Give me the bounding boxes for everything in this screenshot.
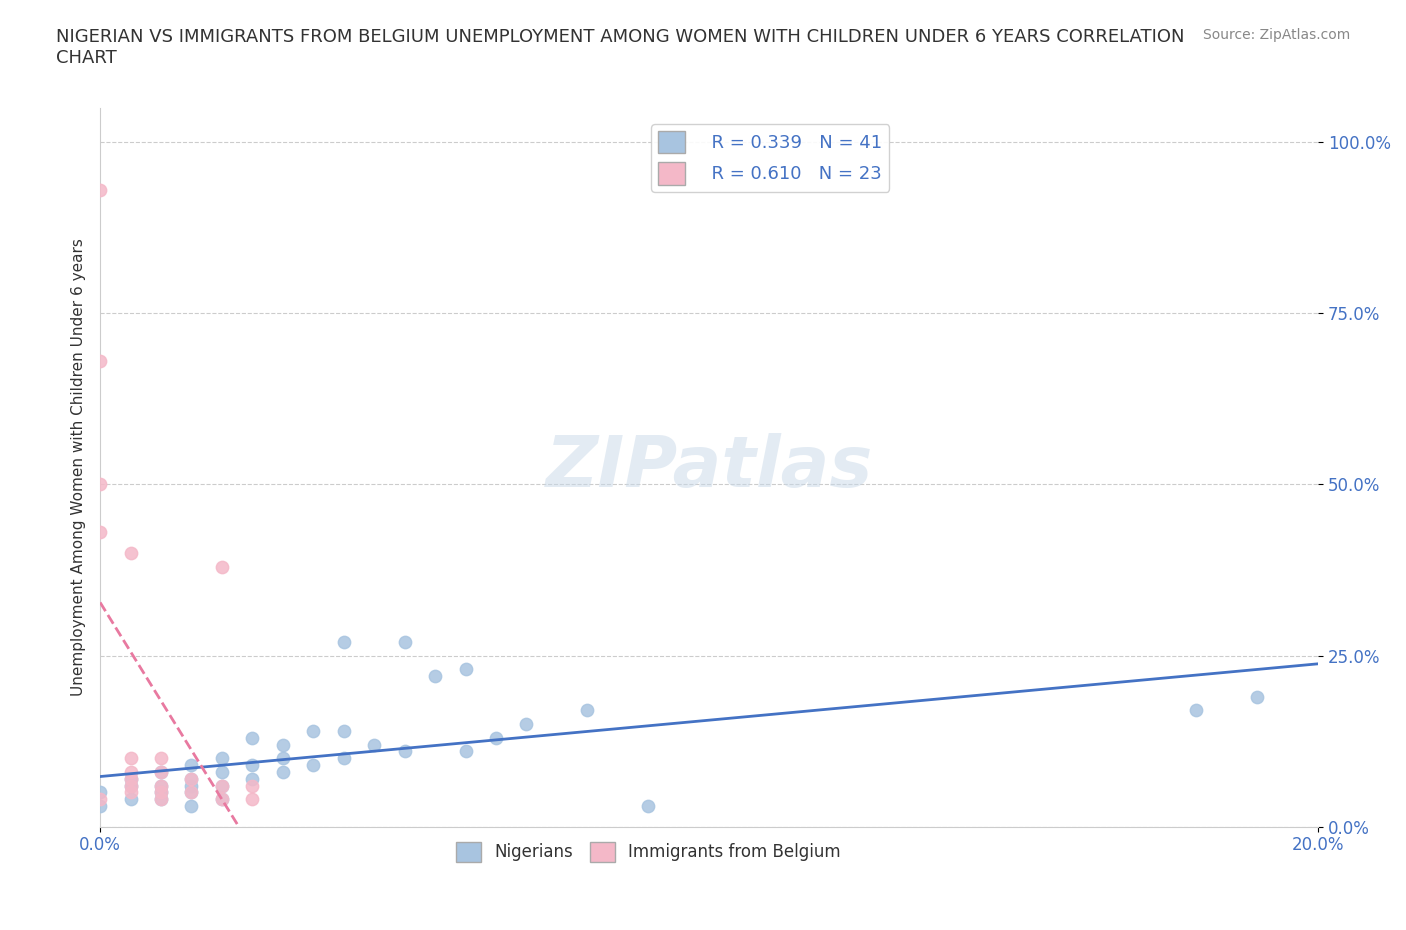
Point [454,744,477,759]
Point [120,764,142,779]
Point [211,751,233,765]
Point [180,771,202,786]
Text: ZIPatlas: ZIPatlas [546,432,873,502]
Point [180,785,202,800]
Point [1246,689,1268,704]
Point [242,730,264,745]
Point [150,785,173,800]
Point [120,785,142,800]
Point [180,758,202,773]
Point [242,758,264,773]
Point [423,669,446,684]
Point [89,525,111,539]
Point [150,785,173,800]
Point [211,559,233,574]
Point [120,771,142,786]
Point [89,182,111,197]
Point [150,791,173,806]
Point [150,791,173,806]
Point [363,737,385,752]
Point [150,778,173,793]
Point [120,751,142,765]
Text: Source: ZipAtlas.com: Source: ZipAtlas.com [1202,28,1350,42]
Point [120,778,142,793]
Point [211,778,233,793]
Point [150,764,173,779]
Point [302,758,325,773]
Point [120,791,142,806]
Point [180,799,202,814]
Point [180,771,202,786]
Y-axis label: Unemployment Among Women with Children Under 6 years: Unemployment Among Women with Children U… [72,238,86,697]
Point [89,791,111,806]
Point [180,785,202,800]
Point [211,791,233,806]
Point [394,744,416,759]
Point [271,737,294,752]
Point [120,771,142,786]
Point [332,751,354,765]
Point [211,778,233,793]
Point [1185,703,1208,718]
Point [150,778,173,793]
Point [180,778,202,793]
Point [211,791,233,806]
Point [271,764,294,779]
Point [302,724,325,738]
Point [394,634,416,649]
Point [89,785,111,800]
Point [242,771,264,786]
Point [89,477,111,492]
Point [242,778,264,793]
Legend: Nigerians, Immigrants from Belgium: Nigerians, Immigrants from Belgium [450,835,848,869]
Point [89,799,111,814]
Text: NIGERIAN VS IMMIGRANTS FROM BELGIUM UNEMPLOYMENT AMONG WOMEN WITH CHILDREN UNDER: NIGERIAN VS IMMIGRANTS FROM BELGIUM UNEM… [56,28,1185,67]
Point [120,546,142,561]
Point [332,724,354,738]
Point [271,751,294,765]
Point [120,778,142,793]
Point [89,353,111,368]
Point [211,764,233,779]
Point [515,717,537,732]
Point [485,730,508,745]
Point [454,662,477,677]
Point [576,703,599,718]
Point [332,634,354,649]
Point [150,751,173,765]
Point [637,799,659,814]
Point [150,764,173,779]
Point [242,791,264,806]
